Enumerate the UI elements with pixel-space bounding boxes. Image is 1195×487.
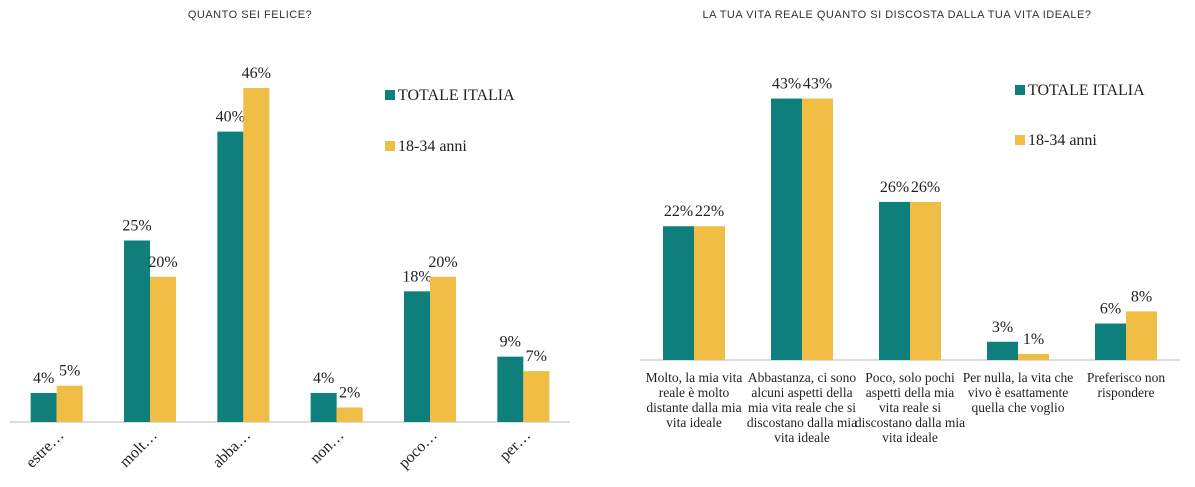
data-label: 25% [122, 218, 151, 235]
data-label: 1% [1023, 331, 1044, 348]
data-label: 26% [911, 179, 940, 196]
data-label: 9% [500, 334, 521, 351]
data-label: 22% [695, 203, 724, 220]
data-label: 43% [772, 76, 801, 93]
bar [1126, 311, 1157, 360]
bar [802, 98, 833, 360]
legend-label: TOTALE ITALIA [1028, 82, 1145, 99]
bar [771, 98, 802, 360]
bar [150, 276, 176, 422]
data-label: 7% [526, 348, 547, 365]
legend-label: 18-34 anni [398, 138, 467, 155]
legend-swatch [385, 90, 395, 100]
data-label: 8% [1131, 288, 1152, 305]
data-label: 18% [402, 268, 431, 285]
x-tick-label: Per nulla, la vita che vivo è esattament… [962, 370, 1074, 415]
bar [310, 392, 337, 422]
bar [124, 240, 150, 422]
bar [1018, 353, 1049, 360]
data-label: 2% [339, 384, 360, 401]
bar [497, 356, 524, 422]
data-label: 22% [664, 203, 693, 220]
x-tick-label: poco… [395, 427, 440, 472]
data-label: 20% [428, 254, 457, 271]
x-tick-label: estre… [23, 427, 68, 472]
x-tick-label: Abbastanza, ci sono alcuni aspetti della… [746, 370, 858, 445]
chart-title: LA TUA VITA REALE QUANTO SI DISCOSTA DAL… [703, 9, 1092, 21]
data-label: 4% [33, 370, 54, 387]
legend-label: TOTALE ITALIA [398, 87, 515, 104]
data-label: 5% [59, 363, 80, 380]
bar [523, 371, 550, 422]
data-label: 26% [880, 179, 909, 196]
x-tick-label: Poco, solo pochi aspetti della mia vita … [854, 370, 966, 445]
x-tick-label: abba… [209, 427, 254, 472]
bar [56, 385, 83, 422]
data-label: 43% [803, 76, 832, 93]
data-label: 6% [1100, 301, 1121, 318]
bar [243, 88, 270, 422]
bar [910, 201, 941, 360]
x-tick-label: molt… [117, 427, 161, 471]
legend-label: 18-34 anni [1028, 132, 1097, 149]
data-label: 40% [216, 109, 245, 126]
legend-swatch [1015, 85, 1025, 95]
x-tick-label: Preferisco non rispondere [1086, 370, 1166, 400]
bar [430, 276, 456, 422]
bar [694, 226, 725, 360]
data-label: 20% [148, 254, 177, 271]
bar [217, 131, 244, 422]
legend-swatch [1015, 135, 1025, 145]
data-label: 46% [242, 65, 271, 82]
bar [30, 392, 57, 422]
bar [987, 341, 1018, 360]
data-label: 3% [992, 319, 1013, 336]
data-label: 4% [313, 370, 334, 387]
bar [663, 226, 694, 360]
bar [879, 201, 910, 360]
bar [1095, 323, 1126, 360]
x-tick-label: non… [307, 427, 347, 467]
bar [404, 291, 430, 422]
x-tick-label: per… [496, 427, 534, 465]
chart-title: QUANTO SEI FELICE? [188, 9, 312, 21]
x-tick-label: Molto, la mia vita reale è molto distant… [645, 370, 743, 430]
legend-swatch [385, 141, 395, 151]
bar [336, 407, 363, 422]
